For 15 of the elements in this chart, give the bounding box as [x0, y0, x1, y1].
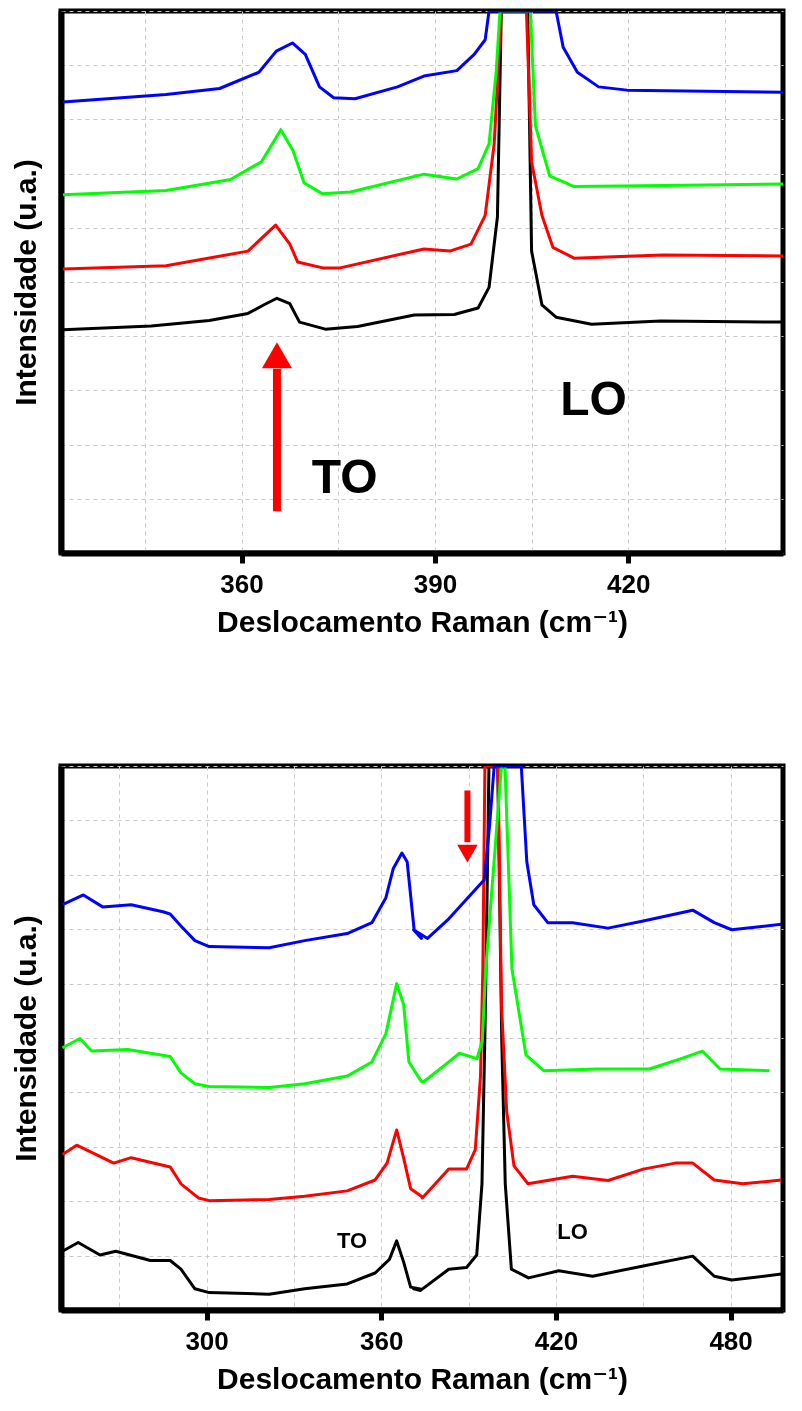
x-tick-label: 360: [220, 568, 264, 599]
x-tick-label: 420: [534, 1325, 579, 1356]
annotation: TO: [311, 449, 378, 503]
x-tick-label: 360: [360, 1325, 404, 1356]
annotation: TO: [337, 1227, 368, 1253]
x-tick-label: 480: [709, 1325, 753, 1356]
x-tick-label: 420: [607, 568, 651, 599]
y-axis-title: Intensidade (u.a.): [8, 159, 42, 406]
x-tick-label: 390: [413, 568, 458, 599]
x-axis-title: Deslocamento Raman (cm⁻¹): [217, 604, 628, 638]
y-axis-title: Intensidade (u.a.): [8, 915, 42, 1162]
annotation: LO: [560, 372, 627, 426]
annotation: LO: [557, 1218, 588, 1244]
x-tick-label: 300: [185, 1325, 229, 1356]
x-axis-title: Deslocamento Raman (cm⁻¹): [217, 1361, 628, 1395]
